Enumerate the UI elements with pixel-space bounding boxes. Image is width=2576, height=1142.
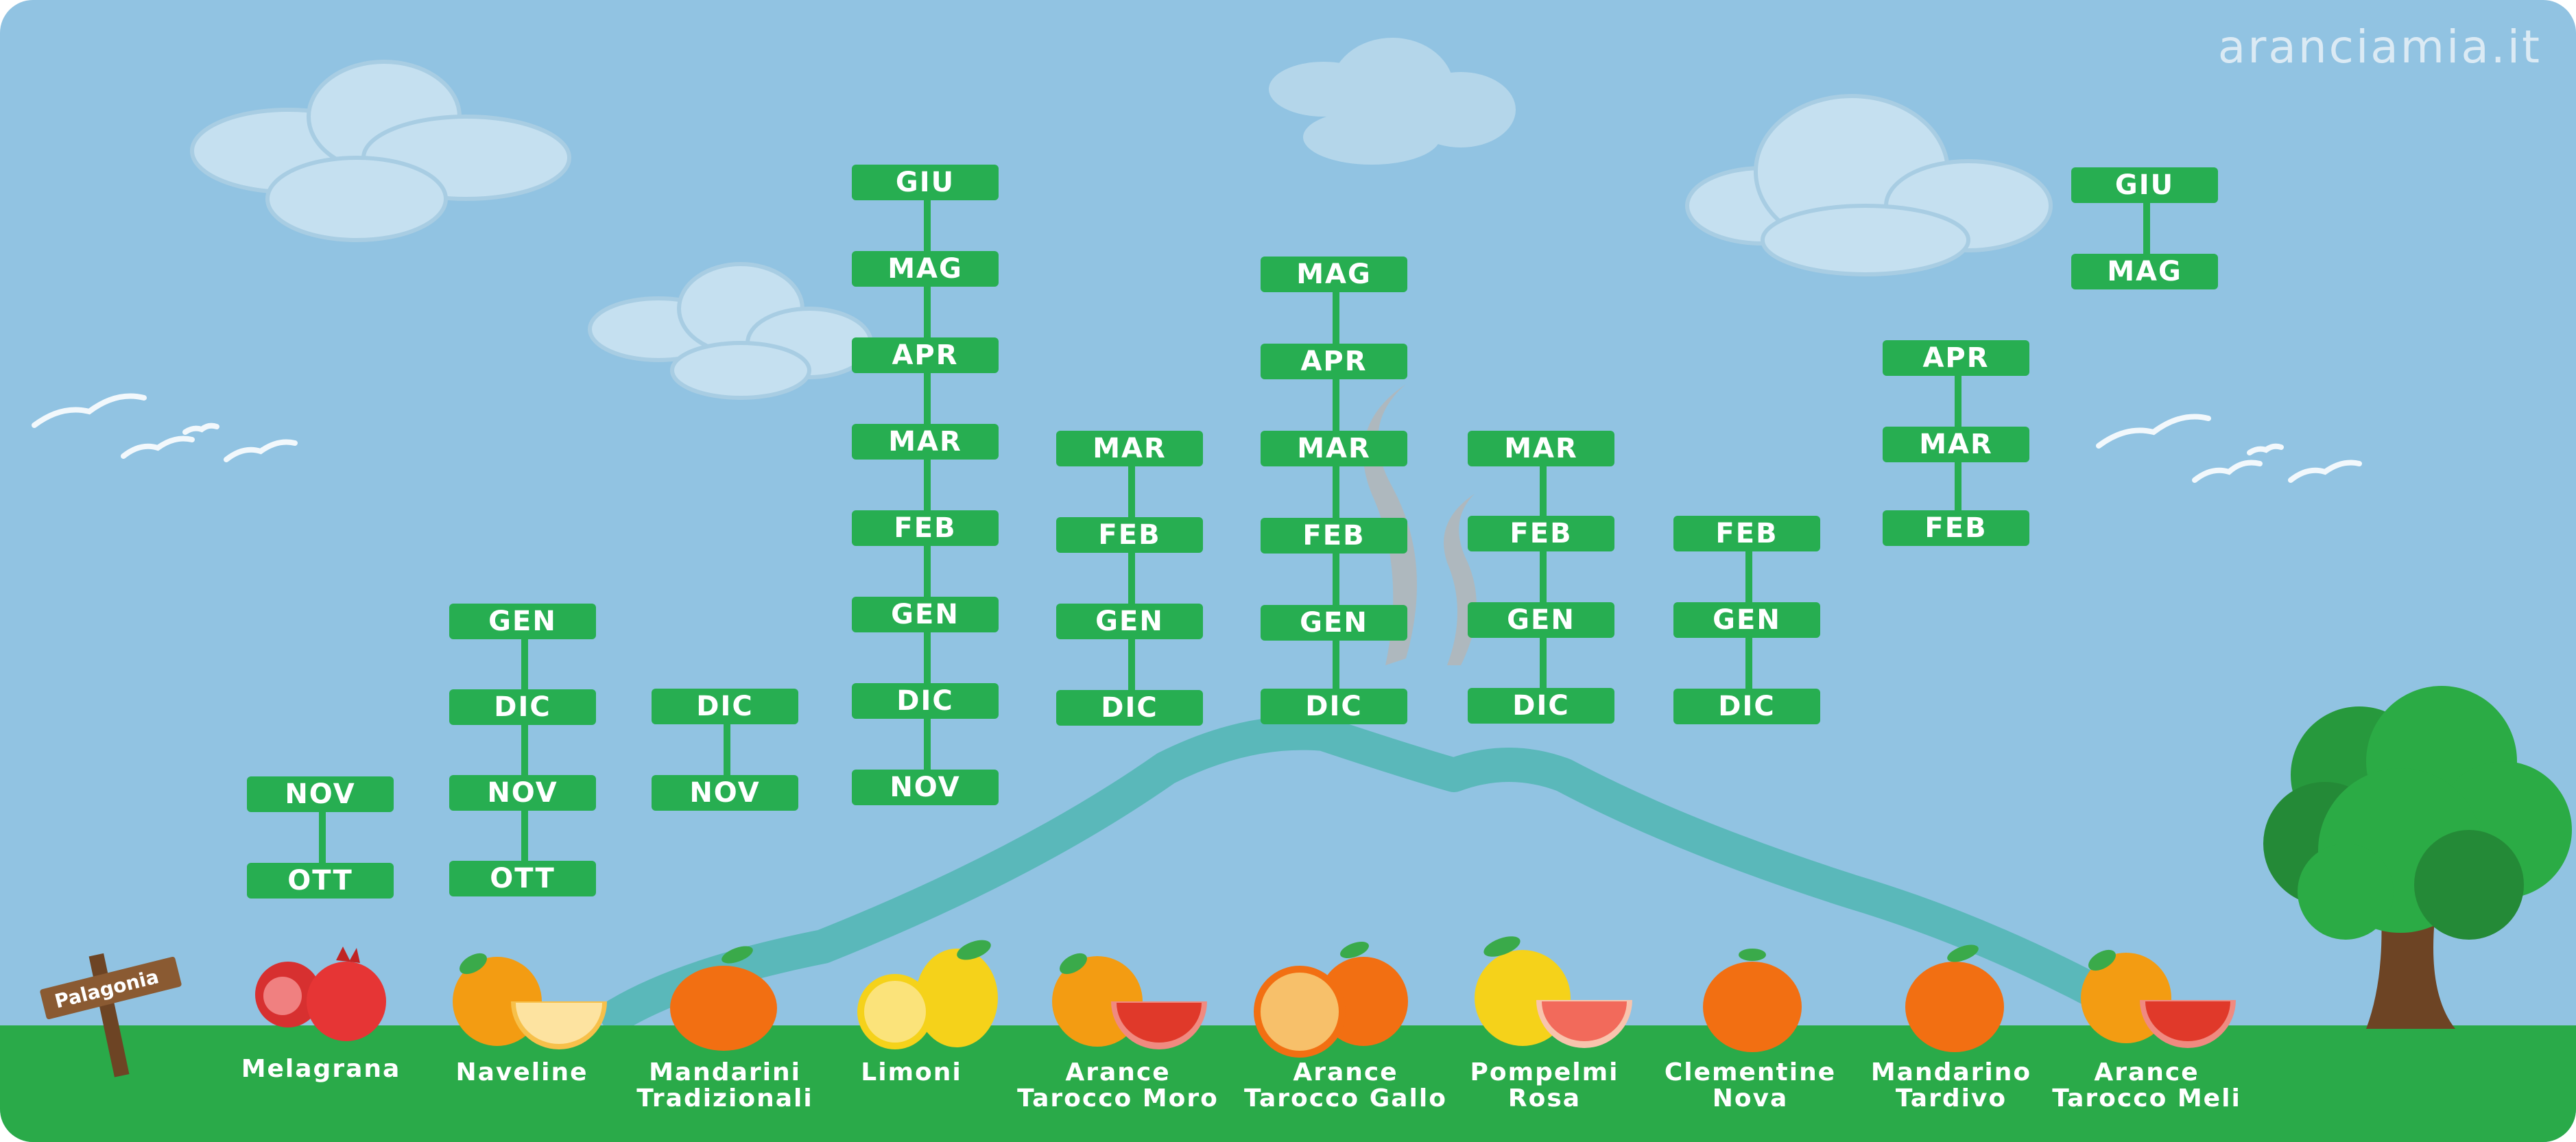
month-badge: NOV bbox=[652, 775, 798, 811]
month-badge: MAR bbox=[852, 424, 999, 460]
month-badge: FEB bbox=[1883, 510, 2029, 546]
volcano-icon bbox=[600, 715, 2143, 1032]
fruit-label: Pompelmi Rosa bbox=[1470, 1058, 1619, 1113]
cloud-icon bbox=[1269, 38, 1516, 165]
month-badge: GEN bbox=[449, 604, 596, 639]
month-badge: GIU bbox=[852, 165, 999, 200]
lemon-icon bbox=[857, 940, 998, 1049]
cloud-icon bbox=[190, 60, 571, 242]
month-badge: FEB bbox=[852, 510, 999, 546]
cloud-icon bbox=[1685, 94, 2053, 276]
tree-icon bbox=[2263, 686, 2572, 1029]
mandarin-icon bbox=[1905, 944, 2004, 1052]
month-badge: GEN bbox=[1673, 602, 1820, 638]
month-badge: APR bbox=[1883, 340, 2029, 376]
season-column: NOV OTT bbox=[247, 776, 395, 900]
mandarin-icon bbox=[670, 946, 777, 1051]
month-badge: NOV bbox=[247, 776, 394, 812]
column-stem bbox=[319, 797, 326, 879]
orange-icon bbox=[1254, 941, 1408, 1058]
column-stem bbox=[2143, 188, 2150, 270]
month-badge: OTT bbox=[449, 861, 596, 896]
month-badge: FEB bbox=[1056, 517, 1203, 553]
column-stem bbox=[924, 185, 931, 789]
fruit-label: Limoni bbox=[861, 1058, 962, 1086]
month-badge: NOV bbox=[852, 770, 999, 805]
fruit-label: Mandarino Tardivo bbox=[1870, 1058, 2032, 1113]
month-badge: DIC bbox=[1673, 689, 1820, 724]
month-badge: MAR bbox=[1468, 431, 1614, 466]
column-stem bbox=[1128, 451, 1135, 705]
month-badge: FEB bbox=[1261, 518, 1407, 554]
season-column: DIC NOV bbox=[652, 689, 800, 812]
month-badge: APR bbox=[852, 337, 999, 373]
month-badge: DIC bbox=[1056, 690, 1203, 726]
month-badge: MAR bbox=[1883, 427, 2029, 462]
month-badge: MAG bbox=[1261, 257, 1407, 292]
fruit-label: Melagrana bbox=[241, 1055, 401, 1083]
month-badge: MAR bbox=[1056, 431, 1203, 466]
fruit-label: Mandarini Tradizionali bbox=[636, 1058, 813, 1113]
month-badge: MAR bbox=[1261, 431, 1407, 466]
fruit-label: Clementine Nova bbox=[1664, 1058, 1837, 1113]
orange-icon bbox=[453, 953, 607, 1049]
column-stem bbox=[521, 624, 528, 878]
grapefruit-icon bbox=[1475, 936, 1632, 1048]
season-column: MAR FEB GEN DIC bbox=[1056, 431, 1204, 726]
blood-orange-icon bbox=[2081, 949, 2236, 1048]
month-badge: DIC bbox=[1468, 688, 1614, 724]
month-badge: DIC bbox=[449, 689, 596, 725]
fruit-label: Arance Tarocco Meli bbox=[2052, 1058, 2241, 1113]
fruit-label: Arance Tarocco Gallo bbox=[1244, 1058, 1447, 1113]
season-column: GIU MAG bbox=[2071, 167, 2219, 291]
fruit-label: Arance Tarocco Moro bbox=[1017, 1058, 1219, 1113]
blood-orange-icon bbox=[1052, 953, 1207, 1049]
month-badge: DIC bbox=[652, 689, 798, 724]
column-stem bbox=[1333, 277, 1339, 709]
clementine-icon bbox=[1703, 949, 1802, 1052]
month-badge: DIC bbox=[852, 683, 999, 719]
month-badge: GEN bbox=[1056, 604, 1203, 639]
month-badge: MAG bbox=[852, 251, 999, 287]
season-column: APR MAR FEB bbox=[1883, 340, 2031, 549]
month-badge: FEB bbox=[1673, 516, 1820, 551]
month-badge: GEN bbox=[1468, 602, 1614, 638]
column-stem bbox=[724, 709, 730, 792]
cloud-icon bbox=[588, 262, 873, 400]
month-badge: MAG bbox=[2071, 254, 2218, 289]
month-badge: GEN bbox=[852, 597, 999, 632]
fruit-label: Naveline bbox=[455, 1058, 588, 1086]
month-badge: OTT bbox=[247, 863, 394, 899]
month-badge: FEB bbox=[1468, 516, 1614, 551]
column-stem bbox=[1540, 451, 1547, 705]
month-badge: GIU bbox=[2071, 167, 2218, 203]
month-badge: APR bbox=[1261, 344, 1407, 379]
brand-logo: aranciamia.it bbox=[2217, 21, 2542, 73]
birds-icon bbox=[32, 393, 2362, 483]
season-column: MAG APR MAR FEB GEN DIC bbox=[1261, 257, 1409, 724]
month-badge: NOV bbox=[449, 775, 596, 811]
season-column: FEB GEN DIC bbox=[1673, 516, 1822, 725]
season-column: GEN DIC NOV OTT bbox=[449, 604, 597, 899]
month-badge: DIC bbox=[1261, 689, 1407, 724]
season-column: GIU MAG APR MAR FEB GEN DIC NOV bbox=[852, 165, 1000, 809]
month-badge: GEN bbox=[1261, 605, 1407, 641]
season-column: MAR FEB GEN DIC bbox=[1468, 431, 1616, 726]
pomegranate-icon bbox=[255, 947, 386, 1041]
